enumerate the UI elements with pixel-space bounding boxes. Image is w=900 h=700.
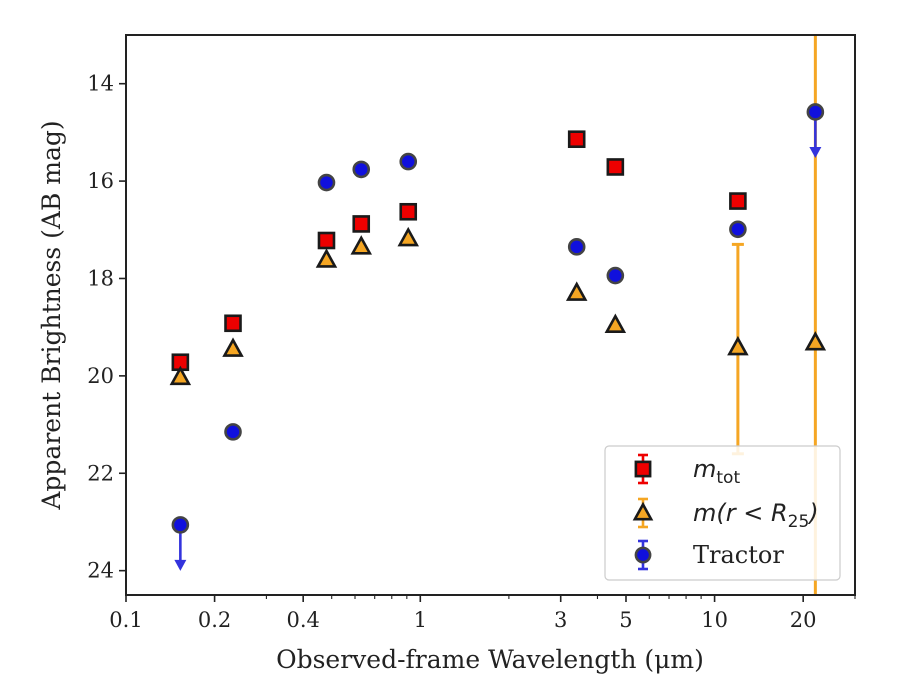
marker-triangle — [632, 501, 654, 521]
marker-triangle — [350, 235, 372, 255]
marker-triangle — [727, 335, 749, 356]
y-tick-label: 24 — [87, 559, 114, 583]
y-axis: 14 16 18 20 22 24 — [87, 72, 126, 583]
y-tick-label: 20 — [87, 364, 114, 388]
legend-label-subscript: tot — [716, 468, 740, 488]
marker-circle — [171, 516, 190, 534]
plot-frame — [125, 34, 856, 596]
x-tick-label: 3 — [554, 608, 567, 632]
legend: mtot m(r < R25) Tractor — [604, 445, 841, 581]
x-axis: 0.1 0.2 0.4 1 3 5 10 20 — [109, 595, 856, 632]
legend-label: m(r < R25) — [693, 499, 819, 532]
marker-circle — [224, 423, 242, 441]
marker-circle — [352, 160, 371, 179]
legend-label: Tractor — [693, 541, 784, 569]
marker-triangle — [804, 331, 827, 351]
y-tick-label: 16 — [87, 169, 114, 193]
legend-box — [604, 445, 841, 581]
plot-area — [169, 35, 827, 595]
marker-triangle — [222, 337, 244, 357]
y-tick-label: 18 — [87, 266, 114, 290]
marker-square — [567, 130, 586, 149]
x-tick-label: 0.4 — [286, 608, 319, 632]
marker-square — [634, 460, 652, 478]
marker-circle — [399, 152, 418, 171]
marker-triangle — [604, 313, 627, 334]
marker-triangle — [315, 248, 338, 268]
marker-circle — [606, 266, 625, 285]
marker-square — [352, 215, 371, 233]
y-tick-label: 22 — [87, 461, 114, 485]
x-axis-label: Observed-frame Wavelength (μm) — [276, 645, 704, 674]
marker-triangle — [397, 226, 419, 247]
legend-label-main: m — [693, 455, 716, 483]
x-tick-label: 1 — [414, 608, 427, 632]
marker-circle — [567, 238, 586, 256]
y-tick-label: 14 — [87, 72, 114, 96]
marker-square — [317, 231, 336, 250]
marker-circle — [634, 546, 652, 564]
legend-label-main: m(r < R — [693, 499, 788, 527]
marker-circle — [806, 103, 825, 121]
marker-triangle — [169, 365, 192, 386]
legend-label-tail: ) — [807, 499, 818, 527]
y-axis-label: Apparent Brightness (AB mag) — [37, 120, 66, 510]
marker-square — [729, 192, 747, 210]
x-tick-label: 5 — [619, 608, 632, 632]
x-tick-label: 10 — [701, 608, 728, 632]
marker-circle — [729, 220, 747, 239]
legend-label: mtot — [693, 455, 740, 488]
legend-label-subscript: 25 — [788, 512, 810, 532]
marker-square — [399, 202, 418, 221]
marker-circle — [317, 173, 336, 192]
marker-square — [224, 314, 242, 333]
marker-square — [606, 158, 625, 176]
x-tick-label: 0.1 — [109, 608, 142, 632]
upper-limit-arrow — [174, 559, 187, 571]
marker-triangle — [565, 281, 588, 301]
x-tick-label: 20 — [790, 608, 817, 632]
upper-limit-arrow — [809, 146, 822, 158]
x-tick-label: 0.2 — [198, 608, 231, 632]
